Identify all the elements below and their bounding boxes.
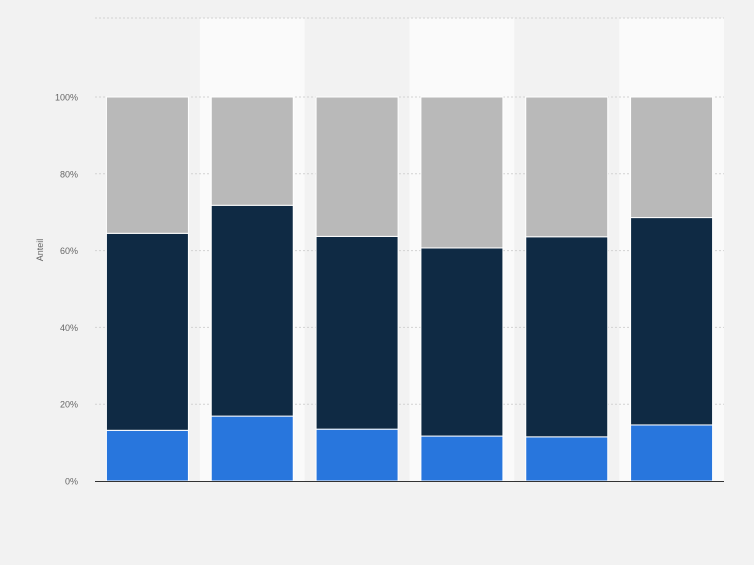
bar-segment-1[interactable] — [525, 436, 609, 482]
bars-group — [105, 96, 714, 482]
bar-segment-2[interactable] — [525, 236, 609, 438]
bar-segment-1[interactable] — [315, 428, 399, 482]
bar-segment-3[interactable] — [105, 96, 189, 234]
bar-segment-2[interactable] — [210, 204, 294, 417]
y-axis-label: Anteil — [35, 239, 45, 262]
y-tick-labels: 0% 20% 40% 60% 80% 100% — [55, 93, 78, 487]
bar-segment-1[interactable] — [210, 415, 294, 482]
bar-segment-3[interactable] — [630, 96, 714, 219]
bar-segment-2[interactable] — [420, 247, 504, 437]
bar-segment-2[interactable] — [105, 232, 189, 431]
y-tick-label: 0% — [65, 477, 78, 487]
y-tick-label: 40% — [60, 323, 78, 333]
y-tick-label: 60% — [60, 246, 78, 256]
bar-segment-2[interactable] — [630, 217, 714, 426]
y-tick-label: 20% — [60, 400, 78, 410]
bar-segment-3[interactable] — [315, 96, 399, 237]
bar-segment-2[interactable] — [315, 235, 399, 430]
bar-segment-1[interactable] — [420, 435, 504, 482]
y-tick-label: 100% — [55, 93, 78, 103]
bar-segment-3[interactable] — [525, 96, 609, 238]
bar-segment-1[interactable] — [630, 424, 714, 482]
bar-segment-3[interactable] — [420, 96, 504, 249]
y-tick-label: 80% — [60, 169, 78, 179]
bar-segment-3[interactable] — [210, 96, 294, 206]
grid-lines — [95, 17, 724, 405]
bar-segment-1[interactable] — [105, 429, 189, 482]
